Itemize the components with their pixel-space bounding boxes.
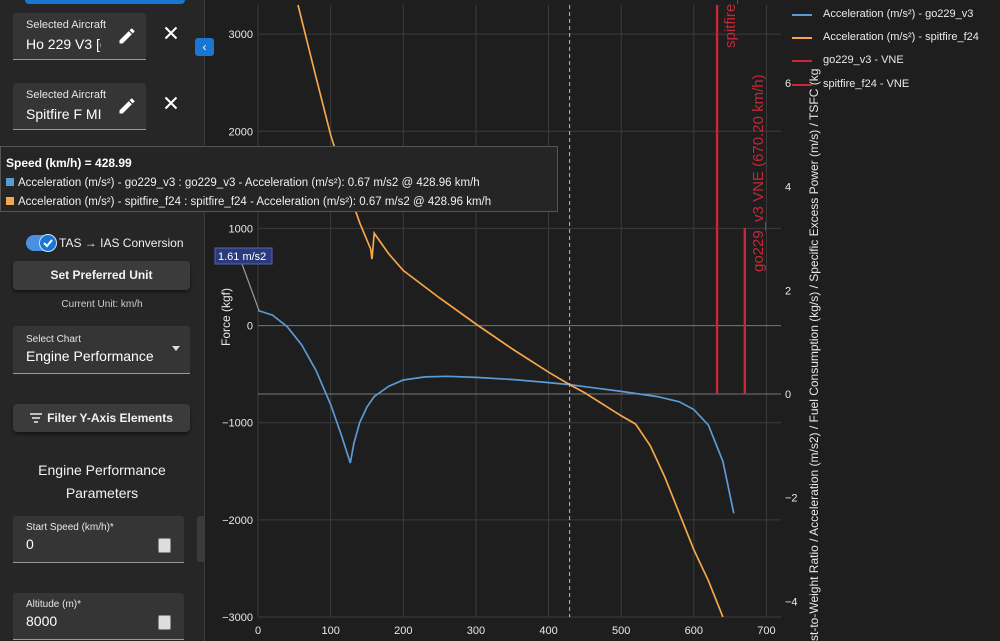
- aircraft-field-1[interactable]: Selected Aircraft Ho 229 V3 [g: [13, 13, 146, 60]
- aircraft-field-2-value: Spitfire F MI: [26, 106, 101, 122]
- plot-background: [204, 0, 1000, 641]
- stepper-icon[interactable]: [158, 615, 171, 630]
- y-left-tick-label: 3000: [229, 29, 253, 41]
- aircraft-field-1-label: Selected Aircraft: [26, 19, 107, 31]
- chart-select-label: Select Chart: [26, 334, 82, 345]
- y-right-axis-title: st-to-Weight Ratio / Acceleration (m/s2)…: [807, 69, 821, 641]
- x-tick-label: 600: [685, 625, 703, 637]
- pencil-icon[interactable]: [117, 96, 137, 116]
- legend-item[interactable]: spitfire_f24 - VNE: [790, 76, 1000, 96]
- remove-aircraft-1-icon[interactable]: [160, 22, 182, 44]
- legend-item[interactable]: Acceleration (m/s²) - spitfire_f24: [790, 29, 1000, 49]
- legend-line: [792, 14, 812, 16]
- vne-label: go229_v3 VNE (670.20 km/h): [750, 74, 767, 272]
- y-left-tick-label: −3000: [222, 612, 253, 624]
- params-title: Engine Performance Parameters: [0, 459, 204, 505]
- params-title-line2: Parameters: [65, 485, 139, 501]
- top-button[interactable]: [25, 0, 185, 4]
- y-right-tick-label: 0: [785, 389, 791, 401]
- filter-y-axis-button[interactable]: Filter Y-Axis Elements: [13, 404, 190, 432]
- aircraft-field-2-label: Selected Aircraft: [26, 89, 107, 101]
- start-speed-value: 0: [26, 536, 34, 552]
- x-tick-label: 0: [255, 625, 261, 637]
- x-tick-label: 700: [757, 625, 775, 637]
- legend-text: go229_v3 - VNE: [823, 54, 904, 66]
- annotation-text: 1.61 m/s2: [218, 251, 266, 263]
- hover-tooltip: Speed (km/h) = 428.99 Acceleration (m/s²…: [0, 146, 558, 212]
- adjacent-field-edge: [197, 516, 205, 562]
- overlay-layer: go229_v3 VNE (670.20 km/h) spitfire_ 1.61 …: [214, 0, 767, 617]
- series-swatch-blue: [6, 178, 14, 186]
- y-right-tick-label: −2: [785, 493, 798, 505]
- y-right-tick-label: −4: [785, 596, 798, 608]
- stepper-icon[interactable]: [158, 538, 171, 553]
- aircraft-field-2[interactable]: Selected Aircraft Spitfire F MI: [13, 83, 146, 130]
- y-left-tick-label: 2000: [229, 126, 253, 138]
- series-layer: [257, 4, 747, 618]
- legend-line: [792, 84, 812, 86]
- legend-text: Acceleration (m/s²) - spitfire_f24: [823, 31, 979, 43]
- series-swatch-orange: [6, 197, 14, 205]
- legend-line: [792, 60, 812, 62]
- start-speed-label: Start Speed (km/h)*: [26, 522, 114, 533]
- altitude-value: 8000: [26, 613, 58, 629]
- altitude-field[interactable]: Altitude (m)* 8000: [13, 593, 184, 640]
- y-left-tick-label: 0: [247, 321, 253, 333]
- set-preferred-unit-button[interactable]: Set Preferred Unit: [13, 261, 190, 290]
- y-left-axis-title: Force (kgf): [219, 288, 233, 346]
- legend-item[interactable]: go229_v3 - VNE: [790, 52, 1000, 72]
- y-right-tick-label: 6: [785, 78, 791, 90]
- series-line-0: [257, 309, 735, 514]
- tooltip-row-1: Acceleration (m/s²) - go229_v3 : go229_v…: [6, 177, 480, 189]
- vne-label: spitfire_: [722, 0, 739, 48]
- toggle-knob: [39, 234, 57, 252]
- altitude-label: Altitude (m)*: [26, 599, 82, 610]
- aircraft-field-1-value: Ho 229 V3 [g: [26, 36, 101, 52]
- sidebar: Selected Aircraft Ho 229 V3 [g Selected …: [0, 0, 205, 641]
- legend-item[interactable]: Acceleration (m/s²) - go229_v3: [790, 6, 1000, 26]
- x-tick-label: 100: [321, 625, 339, 637]
- x-tick-label: 300: [467, 625, 485, 637]
- check-icon: [43, 239, 53, 248]
- current-unit-text: Current Unit: km/h: [61, 299, 143, 310]
- tas-ias-toggle[interactable]: [26, 234, 57, 252]
- chevron-down-icon: [172, 346, 180, 351]
- tooltip-header: Speed (km/h) = 428.99: [6, 156, 132, 170]
- axis-ticks: 0 100 200 300 400 500 600 700 −3000 −2000 −1000 0 10…: [219, 29, 821, 641]
- x-tick-label: 200: [394, 625, 412, 637]
- remove-aircraft-2-icon[interactable]: [160, 92, 182, 114]
- legend-text: spitfire_f24 - VNE: [823, 78, 910, 90]
- start-speed-field[interactable]: Start Speed (km/h)* 0: [13, 516, 184, 563]
- y-left-tick-label: −2000: [222, 515, 253, 527]
- chart-select-value: Engine Performance: [26, 348, 154, 364]
- y-right-tick-label: 4: [785, 182, 791, 194]
- tooltip-row-1-text: Acceleration (m/s²) - go229_v3 : go229_v…: [18, 177, 480, 189]
- legend-text: Acceleration (m/s²) - go229_v3: [823, 8, 974, 20]
- y-left-tick-label: 1000: [229, 223, 253, 235]
- filter-icon: [30, 413, 43, 423]
- annotation-arrow: [241, 263, 260, 311]
- x-tick-label: 400: [539, 625, 557, 637]
- y-right-tick-label: 2: [785, 285, 791, 297]
- chart-select[interactable]: Select Chart Engine Performance: [13, 326, 190, 374]
- annotation-box: [214, 247, 273, 265]
- tooltip-row-2-text: Acceleration (m/s²) - spitfire_f24 : spi…: [18, 196, 492, 208]
- y-left-tick-label: −1000: [222, 418, 253, 430]
- grid-lines: [204, 0, 1000, 641]
- filter-y-axis-label: Filter Y-Axis Elements: [47, 411, 173, 425]
- legend-line: [792, 37, 812, 39]
- tooltip-row-2: Acceleration (m/s²) - spitfire_f24 : spi…: [6, 196, 491, 208]
- params-title-line1: Engine Performance: [38, 462, 166, 478]
- x-tick-label: 500: [612, 625, 630, 637]
- toggle-label: TAS → IAS Conversion: [59, 236, 184, 250]
- pencil-icon[interactable]: [117, 26, 137, 46]
- collapse-sidebar-button[interactable]: ‹: [195, 38, 214, 56]
- series-line-1: [297, 4, 724, 618]
